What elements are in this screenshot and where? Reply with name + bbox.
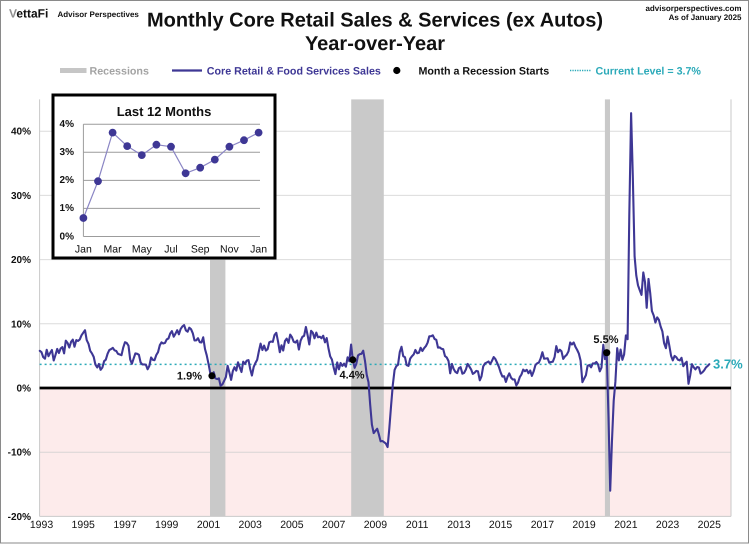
svg-text:Year-over-Year: Year-over-Year [305,33,445,55]
svg-text:Current Level = 3.7%: Current Level = 3.7% [596,66,702,78]
svg-text:2011: 2011 [406,519,429,531]
svg-text:advisorperspectives.com: advisorperspectives.com [645,4,741,13]
svg-text:Jul: Jul [164,244,177,256]
svg-text:3%: 3% [60,147,75,158]
svg-text:20%: 20% [11,255,31,266]
svg-text:4%: 4% [60,119,75,130]
svg-text:Sep: Sep [191,244,210,256]
svg-text:2021: 2021 [614,519,638,531]
svg-text:May: May [132,244,153,256]
svg-text:2025: 2025 [698,519,722,531]
svg-text:5.5%: 5.5% [593,334,618,346]
svg-text:40%: 40% [11,127,31,138]
svg-text:2019: 2019 [572,519,596,531]
svg-text:2009: 2009 [364,519,388,531]
svg-text:As of January 2025: As of January 2025 [669,13,742,22]
svg-text:2017: 2017 [531,519,555,531]
svg-text:3.7%: 3.7% [713,357,743,372]
svg-text:30%: 30% [11,191,31,202]
svg-text:2015: 2015 [489,519,513,531]
svg-text:1993: 1993 [30,519,54,531]
svg-text:Mar: Mar [104,244,123,256]
svg-text:Jan: Jan [75,244,92,256]
svg-text:Advisor Perspectives: Advisor Perspectives [58,10,140,19]
svg-text:-20%: -20% [8,512,31,523]
svg-text:2023: 2023 [656,519,680,531]
svg-text:0%: 0% [60,231,75,242]
svg-text:0%: 0% [17,384,32,395]
svg-text:Jan: Jan [250,244,267,256]
svg-text:1997: 1997 [113,519,137,531]
svg-text:Nov: Nov [220,244,239,256]
svg-text:Last 12 Months: Last 12 Months [117,104,212,119]
svg-text:2001: 2001 [197,519,221,531]
svg-text:2003: 2003 [239,519,263,531]
svg-text:2005: 2005 [280,519,304,531]
svg-text:4.4%: 4.4% [340,370,365,382]
svg-text:Month a Recession Starts: Month a Recession Starts [419,66,550,78]
svg-text:1.9%: 1.9% [177,371,202,383]
svg-text:Monthly Core Retail Sales & Se: Monthly Core Retail Sales & Services (ex… [147,9,603,31]
svg-text:2%: 2% [60,175,75,186]
svg-text:1999: 1999 [155,519,179,531]
svg-text:2007: 2007 [322,519,346,531]
svg-text:Core Retail & Food Services Sa: Core Retail & Food Services Sales [207,66,381,78]
svg-text:10%: 10% [11,319,31,330]
svg-text:1%: 1% [60,203,75,214]
svg-text:-10%: -10% [8,448,31,459]
svg-text:2013: 2013 [447,519,471,531]
svg-text:VettaFi: VettaFi [9,6,48,20]
svg-text:Recessions: Recessions [90,66,149,78]
svg-text:1995: 1995 [72,519,96,531]
